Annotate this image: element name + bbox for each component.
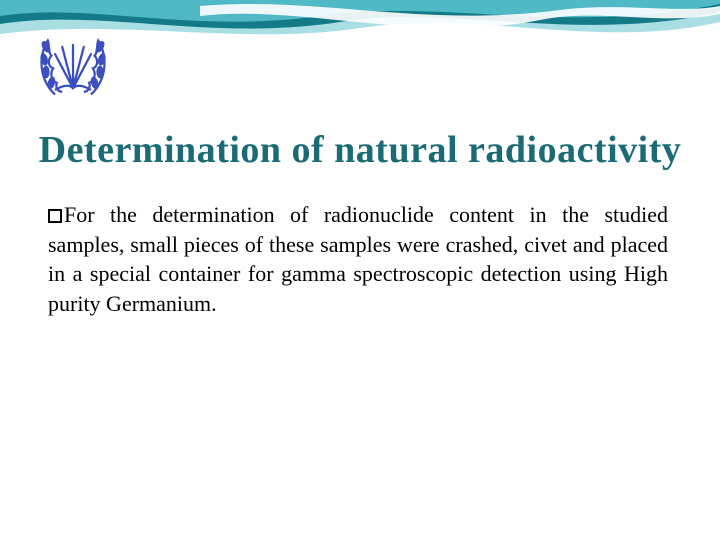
slide-title: Determination of natural radioactivity [0, 128, 720, 172]
laurel-svg [28, 18, 118, 108]
bullet-icon [48, 209, 62, 223]
body-paragraph: For the determination of radionuclide co… [48, 202, 668, 316]
slide-body: For the determination of radionuclide co… [48, 200, 668, 319]
laurel-logo [28, 18, 118, 108]
